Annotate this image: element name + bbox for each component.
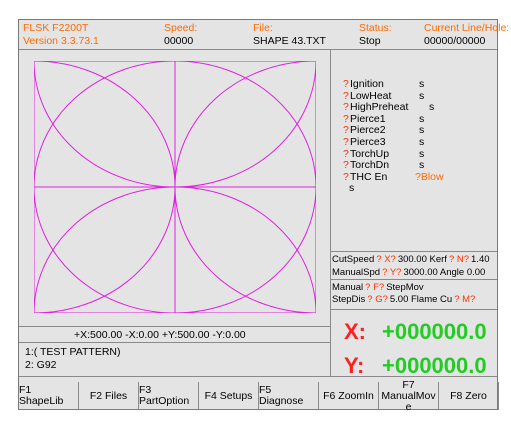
toolpath-preview <box>34 61 316 313</box>
key-label: F7 <box>402 378 415 391</box>
function-key[interactable]: F7 ManualMov e <box>379 378 439 413</box>
header-label: Current Line/Hole: <box>424 22 510 34</box>
io-name: LowHeat <box>350 89 392 102</box>
header-value: Version 3.3.73.1 <box>23 35 99 47</box>
divider <box>330 309 497 310</box>
key-label: F3 PartOption <box>139 384 190 407</box>
divider <box>19 376 497 377</box>
axis-label: X: <box>344 319 366 344</box>
divider <box>330 279 497 280</box>
header-label: Speed: <box>164 22 198 34</box>
key-label: F8 Zero <box>450 389 487 402</box>
header-value: SHAPE 43.TXT <box>253 35 326 47</box>
io-mark: ? <box>343 101 349 114</box>
param-text: 1.40 <box>471 254 490 265</box>
io-mark: ? <box>343 170 349 183</box>
io-state: s <box>419 159 425 172</box>
io-state: s <box>429 101 435 114</box>
param-text: ? G? <box>367 294 388 305</box>
param-text: ? M? <box>454 294 476 305</box>
io-name: HighPreheat <box>350 101 409 114</box>
io-state: s <box>419 78 425 90</box>
axis-position: +000000.0 <box>382 353 487 378</box>
axis-limits: +X:500.00 -X:0.00 +Y:500.00 -Y:0.00 <box>74 329 246 341</box>
param-text: 5.00 Flame Cu <box>389 294 453 305</box>
param-text: CutSpeed <box>332 254 375 265</box>
io-mark: ? <box>343 136 349 148</box>
function-key[interactable]: F1 ShapeLib <box>19 382 79 410</box>
param-text: 300.00 Kerf <box>397 254 447 265</box>
io-name: THC En <box>350 170 388 183</box>
io-state: s <box>419 89 425 102</box>
function-key[interactable]: F6 ZoomIn <box>319 382 379 410</box>
io-state: s <box>349 182 355 195</box>
header-value: Stop <box>359 35 381 47</box>
function-key[interactable]: F3 PartOption <box>139 382 199 410</box>
program-line: 2: G92 <box>25 359 57 371</box>
header-value: 00000 <box>164 35 194 47</box>
param-text: Manual <box>332 282 364 293</box>
cnc-screen: FLSK F2200T Version 3.3.73.1 Speed: 00000 Fi… <box>18 19 509 413</box>
param-text: 3000.00 Angle 0.00 <box>403 267 486 278</box>
io-mark: ? <box>343 159 349 172</box>
io-name: Pierce2 <box>350 124 386 137</box>
io-mark: ? <box>343 147 349 160</box>
program-line: 1:( TEST PATTERN) <box>25 346 121 358</box>
function-key[interactable]: F2 Files <box>79 382 139 410</box>
key-label: F5 Diagnose <box>259 384 304 407</box>
key-label: ManualMov <box>381 389 436 402</box>
header-label: FLSK F2200T <box>23 22 89 34</box>
io-state: s <box>419 124 425 137</box>
param-text: StepDis <box>332 294 366 305</box>
io-state: s <box>419 147 425 160</box>
io-mark: ? <box>343 124 349 137</box>
key-label: F4 Setups <box>204 389 253 402</box>
key-label: e <box>405 400 412 413</box>
io-mark: ? <box>343 78 349 90</box>
io-state: s <box>419 136 425 148</box>
divider <box>19 49 497 50</box>
key-label: F1 ShapeLib <box>19 384 64 407</box>
io-name: TorchDn <box>350 159 390 172</box>
io-name: Ignition <box>350 78 384 90</box>
header-value: 00000/00000 <box>424 35 486 47</box>
divider <box>19 326 330 327</box>
key-label: F2 Files <box>89 389 128 402</box>
divider <box>330 49 331 376</box>
function-key[interactable]: F5 Diagnose <box>259 382 319 410</box>
io-name: Pierce1 <box>350 112 386 125</box>
axis-label: Y: <box>344 353 365 378</box>
io-name: Pierce3 <box>350 136 386 148</box>
param-text: ? Y? <box>382 267 402 278</box>
param-text: ? F? <box>365 282 385 293</box>
param-text: StepMov <box>386 282 424 293</box>
function-key[interactable]: F8 Zero <box>439 382 499 410</box>
param-text: ? X? <box>376 254 396 265</box>
header-label: Status: <box>359 22 392 34</box>
io-mark: ? <box>343 89 349 102</box>
key-label: F6 ZoomIn <box>323 389 374 402</box>
io-state: ?Blow <box>415 170 444 183</box>
param-text: ? N? <box>448 254 470 265</box>
function-key[interactable]: F4 Setups <box>199 382 259 410</box>
param-text: ManualSpd <box>332 267 381 278</box>
header-label: File: <box>253 22 273 34</box>
io-name: TorchUp <box>350 147 390 160</box>
divider <box>19 342 330 343</box>
divider <box>330 251 497 252</box>
io-mark: ? <box>343 112 349 125</box>
io-state: s <box>419 112 425 125</box>
axis-position: +000000.0 <box>382 319 487 344</box>
